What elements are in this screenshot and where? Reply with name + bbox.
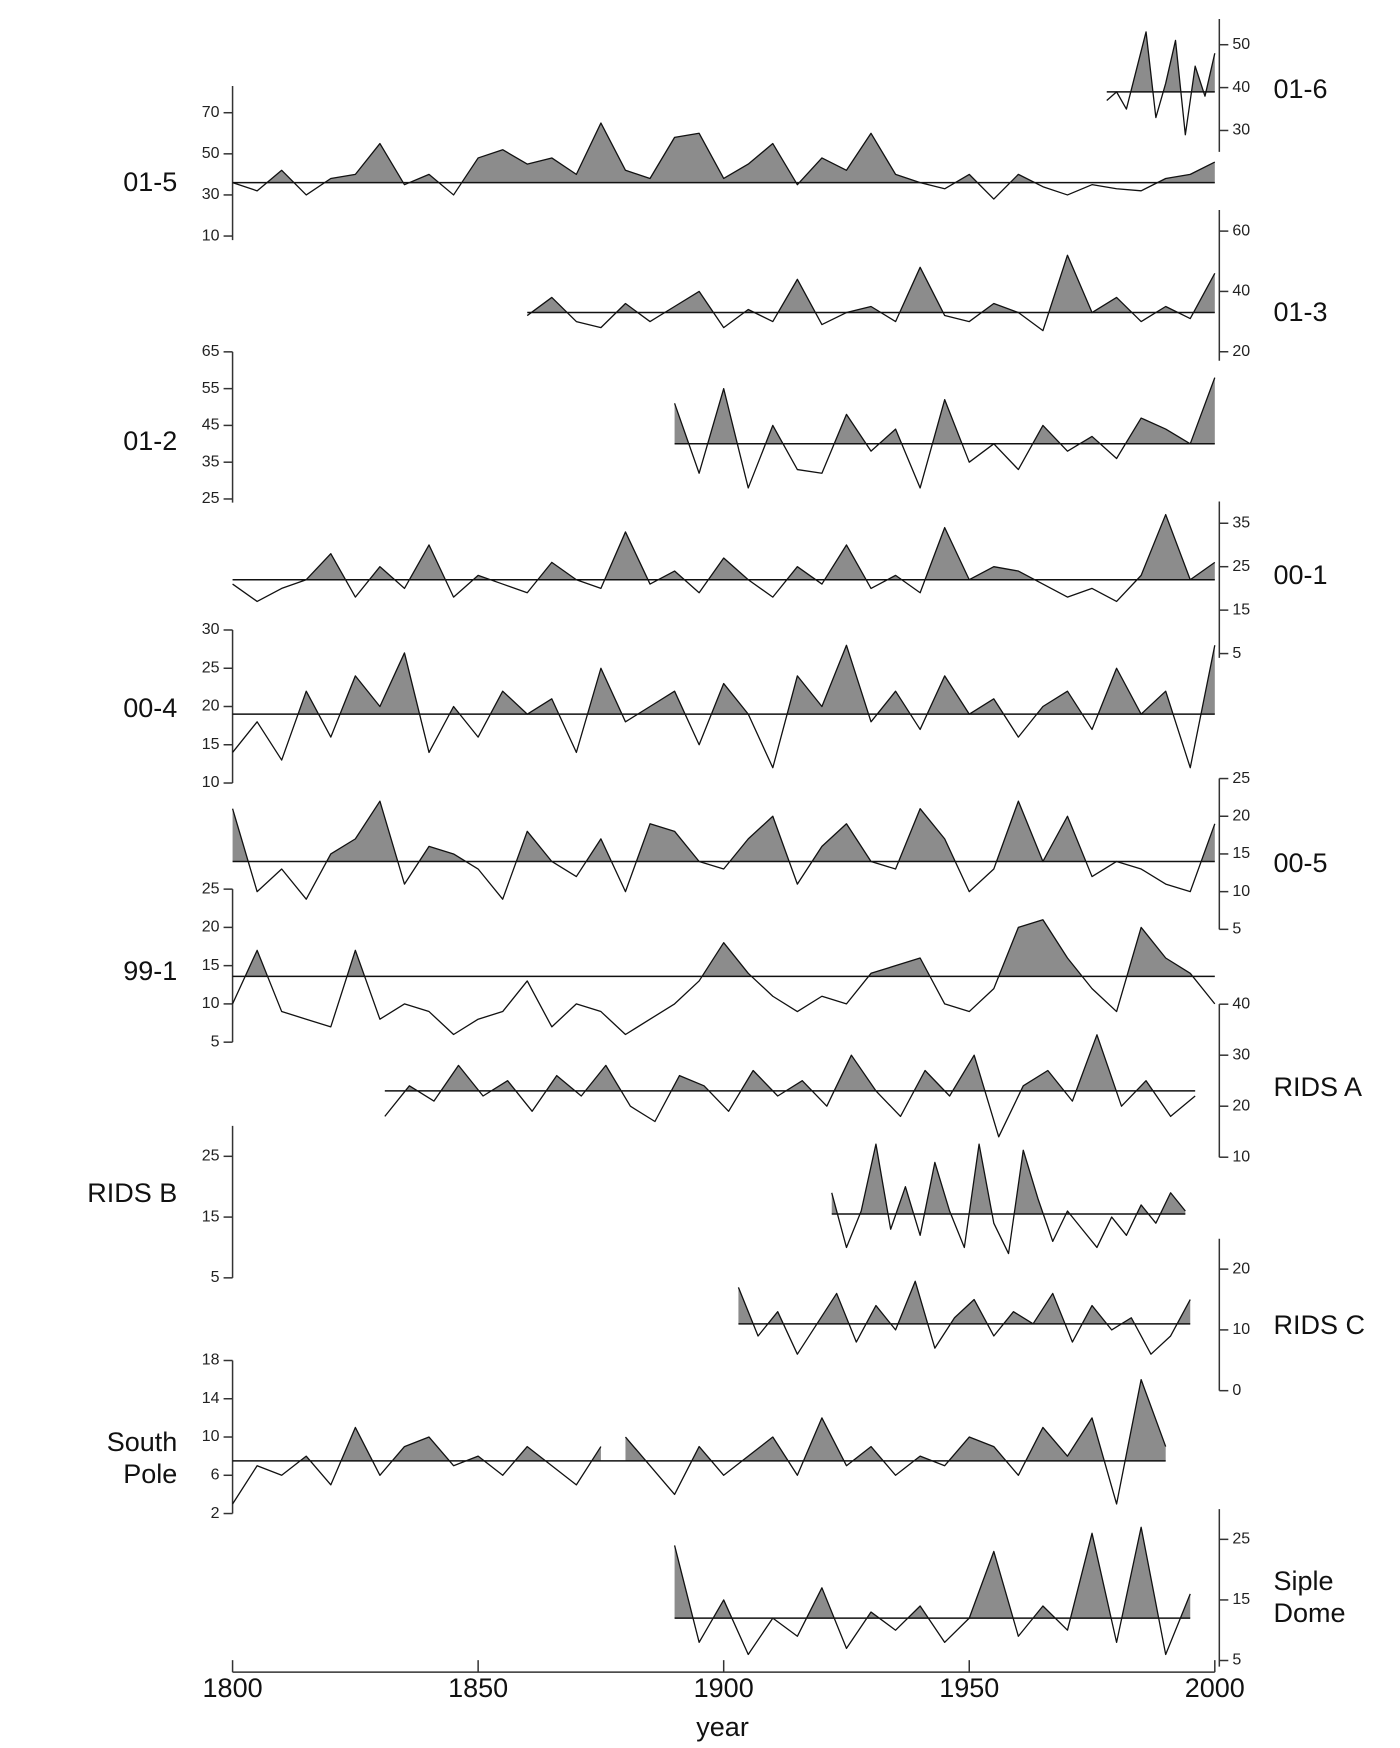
series-line bbox=[232, 644, 1216, 769]
series-label: 01-3 bbox=[1273, 296, 1328, 327]
series-line bbox=[673, 1526, 1191, 1656]
area-above-mean bbox=[531, 255, 1215, 313]
y-tick-label: 5 bbox=[211, 1269, 220, 1286]
series-label: 01-5 bbox=[123, 167, 178, 198]
y-tick-label: 25 bbox=[1232, 770, 1250, 787]
area-above-mean bbox=[674, 1527, 1191, 1619]
x-tick-label: 1800 bbox=[203, 1673, 263, 1703]
x-tick-label: 1950 bbox=[939, 1673, 999, 1703]
series-label: 00-4 bbox=[123, 693, 178, 724]
y-tick-label: 18 bbox=[202, 1352, 220, 1369]
series-label: South Pole bbox=[106, 1426, 178, 1489]
y-tick-label: 20 bbox=[1232, 807, 1250, 824]
y-tick-label: 60 bbox=[1232, 222, 1250, 239]
area-above-mean bbox=[232, 801, 1215, 862]
series-label: 01-2 bbox=[123, 426, 178, 457]
area-above-mean bbox=[738, 1281, 1191, 1324]
y-tick-label: 50 bbox=[202, 145, 220, 162]
y-tick-label: 40 bbox=[1232, 995, 1250, 1012]
x-tick-label: 1900 bbox=[694, 1673, 754, 1703]
y-tick-label: 15 bbox=[1232, 1591, 1250, 1608]
y-tick-label: 35 bbox=[1232, 514, 1250, 531]
y-tick-label: 0 bbox=[1232, 1382, 1241, 1399]
series-line bbox=[526, 254, 1216, 332]
y-tick-label: 20 bbox=[202, 919, 220, 936]
y-tick-label: 30 bbox=[1232, 122, 1250, 139]
area-above-mean bbox=[405, 1034, 1154, 1091]
area-above-mean bbox=[232, 1379, 1166, 1461]
series-line bbox=[831, 1143, 1186, 1255]
series-label: 99-1 bbox=[123, 955, 178, 986]
y-tick-label: 70 bbox=[202, 104, 220, 121]
series-label: RIDS C bbox=[1273, 1309, 1366, 1340]
y-tick-label: 45 bbox=[202, 417, 220, 434]
y-tick-label: 30 bbox=[202, 621, 220, 638]
y-tick-label: 20 bbox=[1232, 343, 1250, 360]
x-tick-label: 2000 bbox=[1185, 1673, 1245, 1703]
y-tick-label: 20 bbox=[202, 698, 220, 715]
area-above-mean bbox=[831, 1144, 1186, 1215]
y-tick-label: 50 bbox=[1232, 36, 1250, 53]
series-line bbox=[231, 919, 1216, 1036]
x-tick-label: 1850 bbox=[448, 1673, 508, 1703]
y-tick-label: 55 bbox=[202, 380, 220, 397]
y-tick-label: 30 bbox=[202, 186, 220, 203]
y-tick-label: 15 bbox=[202, 957, 220, 974]
series-label: Siple Dome bbox=[1273, 1566, 1346, 1629]
y-tick-label: 15 bbox=[1232, 845, 1250, 862]
y-tick-label: 10 bbox=[202, 227, 220, 244]
y-tick-label: 10 bbox=[202, 995, 220, 1012]
y-tick-label: 15 bbox=[1232, 601, 1250, 618]
y-tick-label: 5 bbox=[211, 1033, 220, 1050]
series-label: 01-6 bbox=[1273, 74, 1328, 105]
y-tick-label: 5 bbox=[1232, 921, 1241, 938]
series-line bbox=[232, 122, 1216, 200]
y-tick-label: 10 bbox=[202, 774, 220, 791]
y-tick-label: 20 bbox=[1232, 1097, 1250, 1114]
area-above-mean bbox=[674, 377, 1215, 444]
series-line bbox=[1106, 31, 1216, 136]
y-tick-label: 25 bbox=[1232, 558, 1250, 575]
y-tick-label: 25 bbox=[202, 659, 220, 676]
area-above-mean bbox=[1130, 31, 1215, 92]
y-tick-label: 30 bbox=[1232, 1046, 1250, 1063]
area-above-mean bbox=[245, 919, 1193, 977]
y-tick-label: 5 bbox=[1232, 645, 1241, 662]
area-above-mean bbox=[298, 645, 1215, 715]
y-tick-label: 25 bbox=[202, 490, 220, 507]
y-tick-label: 10 bbox=[202, 1428, 220, 1445]
series-line bbox=[384, 1034, 1196, 1138]
area-above-mean bbox=[232, 123, 1215, 183]
y-tick-label: 5 bbox=[1232, 1652, 1241, 1669]
y-tick-label: 10 bbox=[1232, 1148, 1250, 1165]
series-label: RIDS B bbox=[87, 1177, 178, 1208]
y-tick-label: 20 bbox=[1232, 1260, 1250, 1277]
y-tick-label: 40 bbox=[1232, 79, 1250, 96]
y-tick-label: 40 bbox=[1232, 283, 1250, 300]
y-tick-label: 10 bbox=[1232, 1321, 1250, 1338]
series-label: RIDS A bbox=[1273, 1071, 1363, 1102]
series-line bbox=[232, 1378, 1167, 1505]
y-tick-label: 15 bbox=[202, 736, 220, 753]
y-tick-label: 25 bbox=[202, 880, 220, 897]
y-tick-label: 2 bbox=[211, 1505, 220, 1522]
y-tick-label: 14 bbox=[202, 1390, 220, 1407]
y-tick-label: 25 bbox=[1232, 1531, 1250, 1548]
series-line bbox=[231, 800, 1216, 900]
y-tick-label: 10 bbox=[1232, 883, 1250, 900]
y-tick-label: 35 bbox=[202, 453, 220, 470]
y-tick-label: 25 bbox=[202, 1148, 220, 1165]
x-axis-title: year bbox=[696, 1712, 749, 1742]
series-label: 00-5 bbox=[1273, 848, 1328, 879]
y-tick-label: 6 bbox=[211, 1466, 220, 1483]
y-tick-label: 65 bbox=[202, 343, 220, 360]
series-line bbox=[737, 1280, 1191, 1355]
series-label: 00-1 bbox=[1273, 560, 1328, 591]
y-tick-label: 15 bbox=[202, 1208, 220, 1225]
series-line bbox=[673, 377, 1216, 489]
series-line bbox=[232, 513, 1216, 603]
area-above-mean bbox=[232, 514, 1215, 580]
